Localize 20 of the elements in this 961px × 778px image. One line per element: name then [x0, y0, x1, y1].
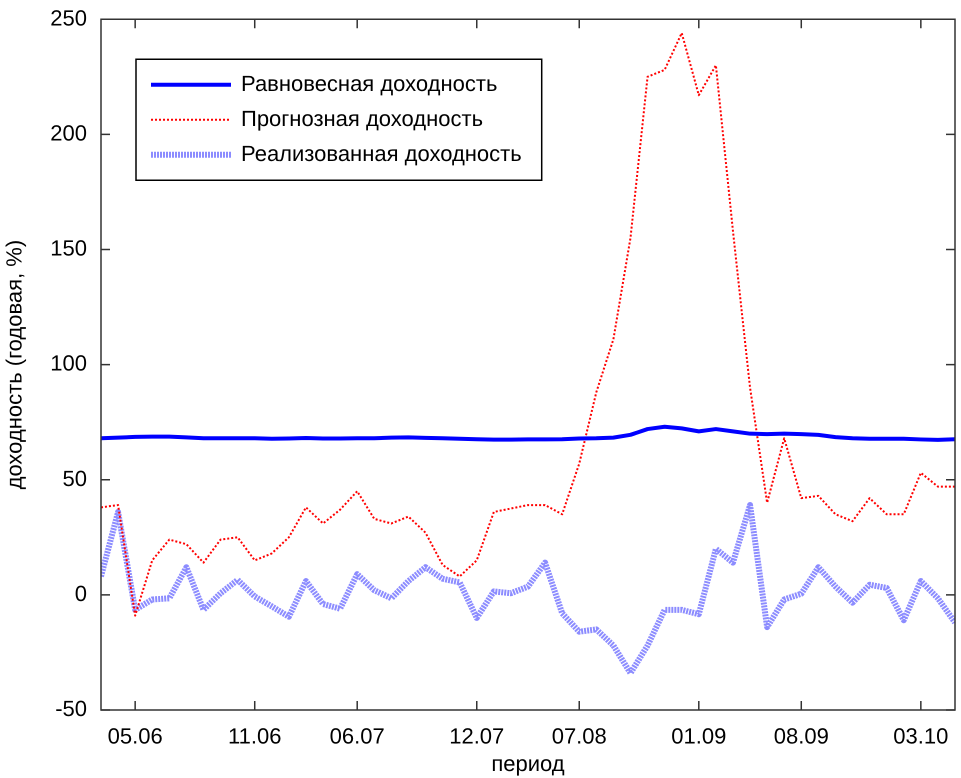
x-tick-label: 03.10 — [893, 723, 948, 748]
y-axis-title: доходность (годовая, %) — [1, 240, 26, 490]
legend-label: Равновесная доходность — [241, 70, 498, 96]
x-tick-label: 06.07 — [330, 723, 385, 748]
x-tick-label: 01.09 — [671, 723, 726, 748]
x-axis-title: период — [491, 750, 565, 776]
y-tick-label: 50 — [62, 466, 87, 491]
x-tick-label: 08.09 — [774, 723, 829, 748]
y-tick-label: 250 — [50, 5, 87, 30]
x-tick-label: 05.06 — [108, 723, 163, 748]
y-tick-label: 150 — [50, 236, 87, 261]
legend-label: Реализованная доходность — [241, 140, 522, 166]
y-tick-label: 0 — [74, 580, 87, 606]
x-tick-label: 11.06 — [228, 723, 282, 748]
y-tick-label: -50 — [55, 696, 87, 722]
x-tick-label: 12.07 — [449, 723, 504, 748]
x-tick-label: 07.08 — [552, 723, 607, 748]
y-tick-label: 200 — [50, 120, 87, 146]
y-tick-label: 100 — [50, 350, 87, 376]
legend-label: Прогнозная доходность — [241, 106, 484, 131]
